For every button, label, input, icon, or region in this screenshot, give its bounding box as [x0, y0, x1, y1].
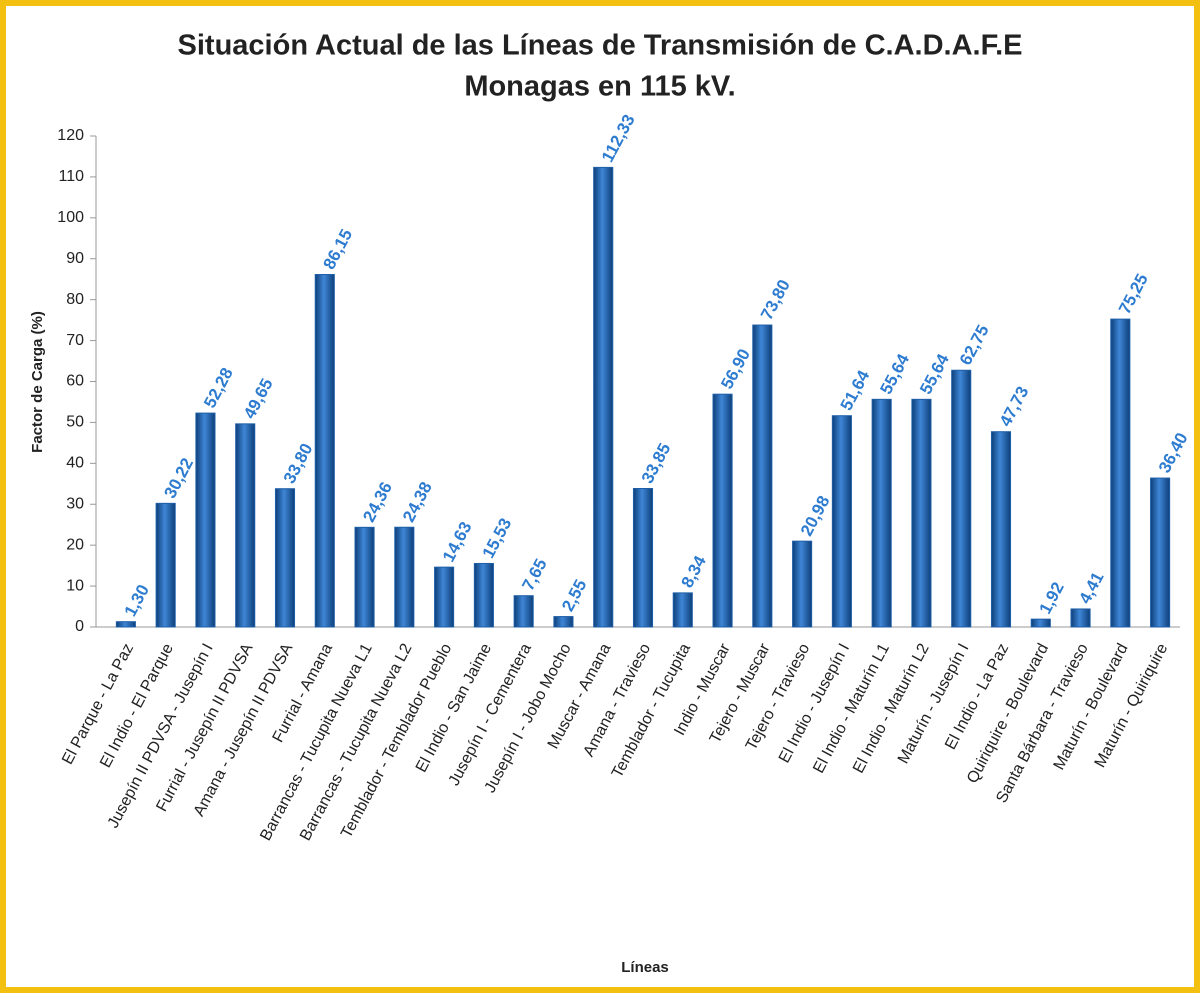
bar [871, 398, 892, 628]
bar [1070, 608, 1091, 628]
bar [553, 616, 574, 628]
y-tick-label: 60 [66, 373, 84, 390]
bar [632, 487, 654, 628]
y-tick-label: 100 [57, 209, 84, 226]
bar [672, 592, 693, 628]
bar [792, 540, 813, 628]
bar [394, 526, 415, 628]
x-axis-label: Líneas [621, 959, 669, 976]
y-tick-label: 10 [66, 577, 84, 594]
bar [314, 274, 335, 628]
chart-subtitle: Monagas en 115 kV. [464, 71, 735, 103]
y-tick-label: 50 [66, 414, 84, 431]
bar [712, 393, 733, 628]
y-tick-label: 120 [57, 127, 84, 144]
y-tick-label: 110 [58, 168, 84, 185]
bar [1150, 477, 1171, 628]
y-tick-label: 70 [66, 332, 84, 349]
y-tick-label: 0 [75, 618, 84, 635]
bar [1110, 318, 1131, 628]
bar [911, 398, 932, 628]
bar [354, 526, 375, 628]
bar [1030, 618, 1051, 628]
bar [473, 562, 494, 628]
bar [115, 621, 136, 628]
bar [752, 324, 773, 628]
bar [593, 166, 614, 628]
bar [195, 412, 216, 628]
bar [235, 423, 256, 628]
bar [434, 566, 455, 628]
y-tick-label: 80 [66, 291, 84, 308]
bar [513, 595, 534, 628]
y-axis-label: Factor de Carga (%) [29, 311, 46, 453]
chart-title: Situación Actual de las Líneas de Transm… [178, 30, 1023, 62]
y-tick-label: 90 [66, 250, 84, 267]
bar [274, 488, 296, 628]
bar [831, 415, 852, 628]
y-tick-label: 20 [66, 536, 84, 553]
bar [951, 369, 972, 628]
y-tick-label: 30 [66, 495, 84, 512]
bar [990, 431, 1012, 628]
bar [155, 502, 176, 628]
y-tick-label: 40 [66, 455, 84, 472]
